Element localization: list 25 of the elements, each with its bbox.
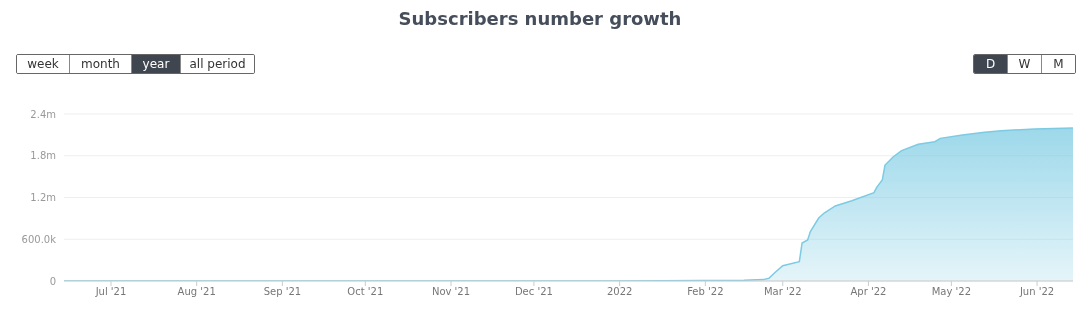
chart-title: Subscribers number growth [397, 8, 683, 29]
y-tick-label: 0 [49, 275, 56, 287]
y-tick-label: 600.0k [21, 233, 57, 245]
text: M [1041, 55, 1075, 73]
x-tick-label: Jun '22 [1018, 286, 1055, 298]
text: year [131, 55, 180, 73]
text: all period [180, 55, 254, 73]
x-tick-label: 2022 [606, 286, 633, 298]
text: D [974, 55, 1007, 73]
x-tick-label: Mar '22 [763, 286, 802, 298]
text: W [1007, 55, 1041, 73]
x-tick-label: Sep '21 [263, 286, 302, 298]
text: week [17, 55, 69, 73]
text: month [69, 55, 131, 73]
y-tick-label: 1.2m [30, 192, 56, 204]
y-tick-label: 2.4m [30, 108, 56, 120]
x-tick-label: Jul '21 [94, 286, 127, 298]
x-tick-label: May '22 [931, 286, 972, 298]
x-tick-label: Aug '21 [177, 286, 216, 298]
x-tick-label: Nov '21 [431, 286, 471, 298]
x-tick-label: Feb '22 [687, 286, 724, 298]
x-tick-label: Apr '22 [850, 286, 887, 298]
y-tick-label: 1.8m [30, 150, 56, 162]
x-tick-label: Oct '21 [347, 286, 384, 298]
x-tick-label: Dec '21 [514, 286, 553, 298]
